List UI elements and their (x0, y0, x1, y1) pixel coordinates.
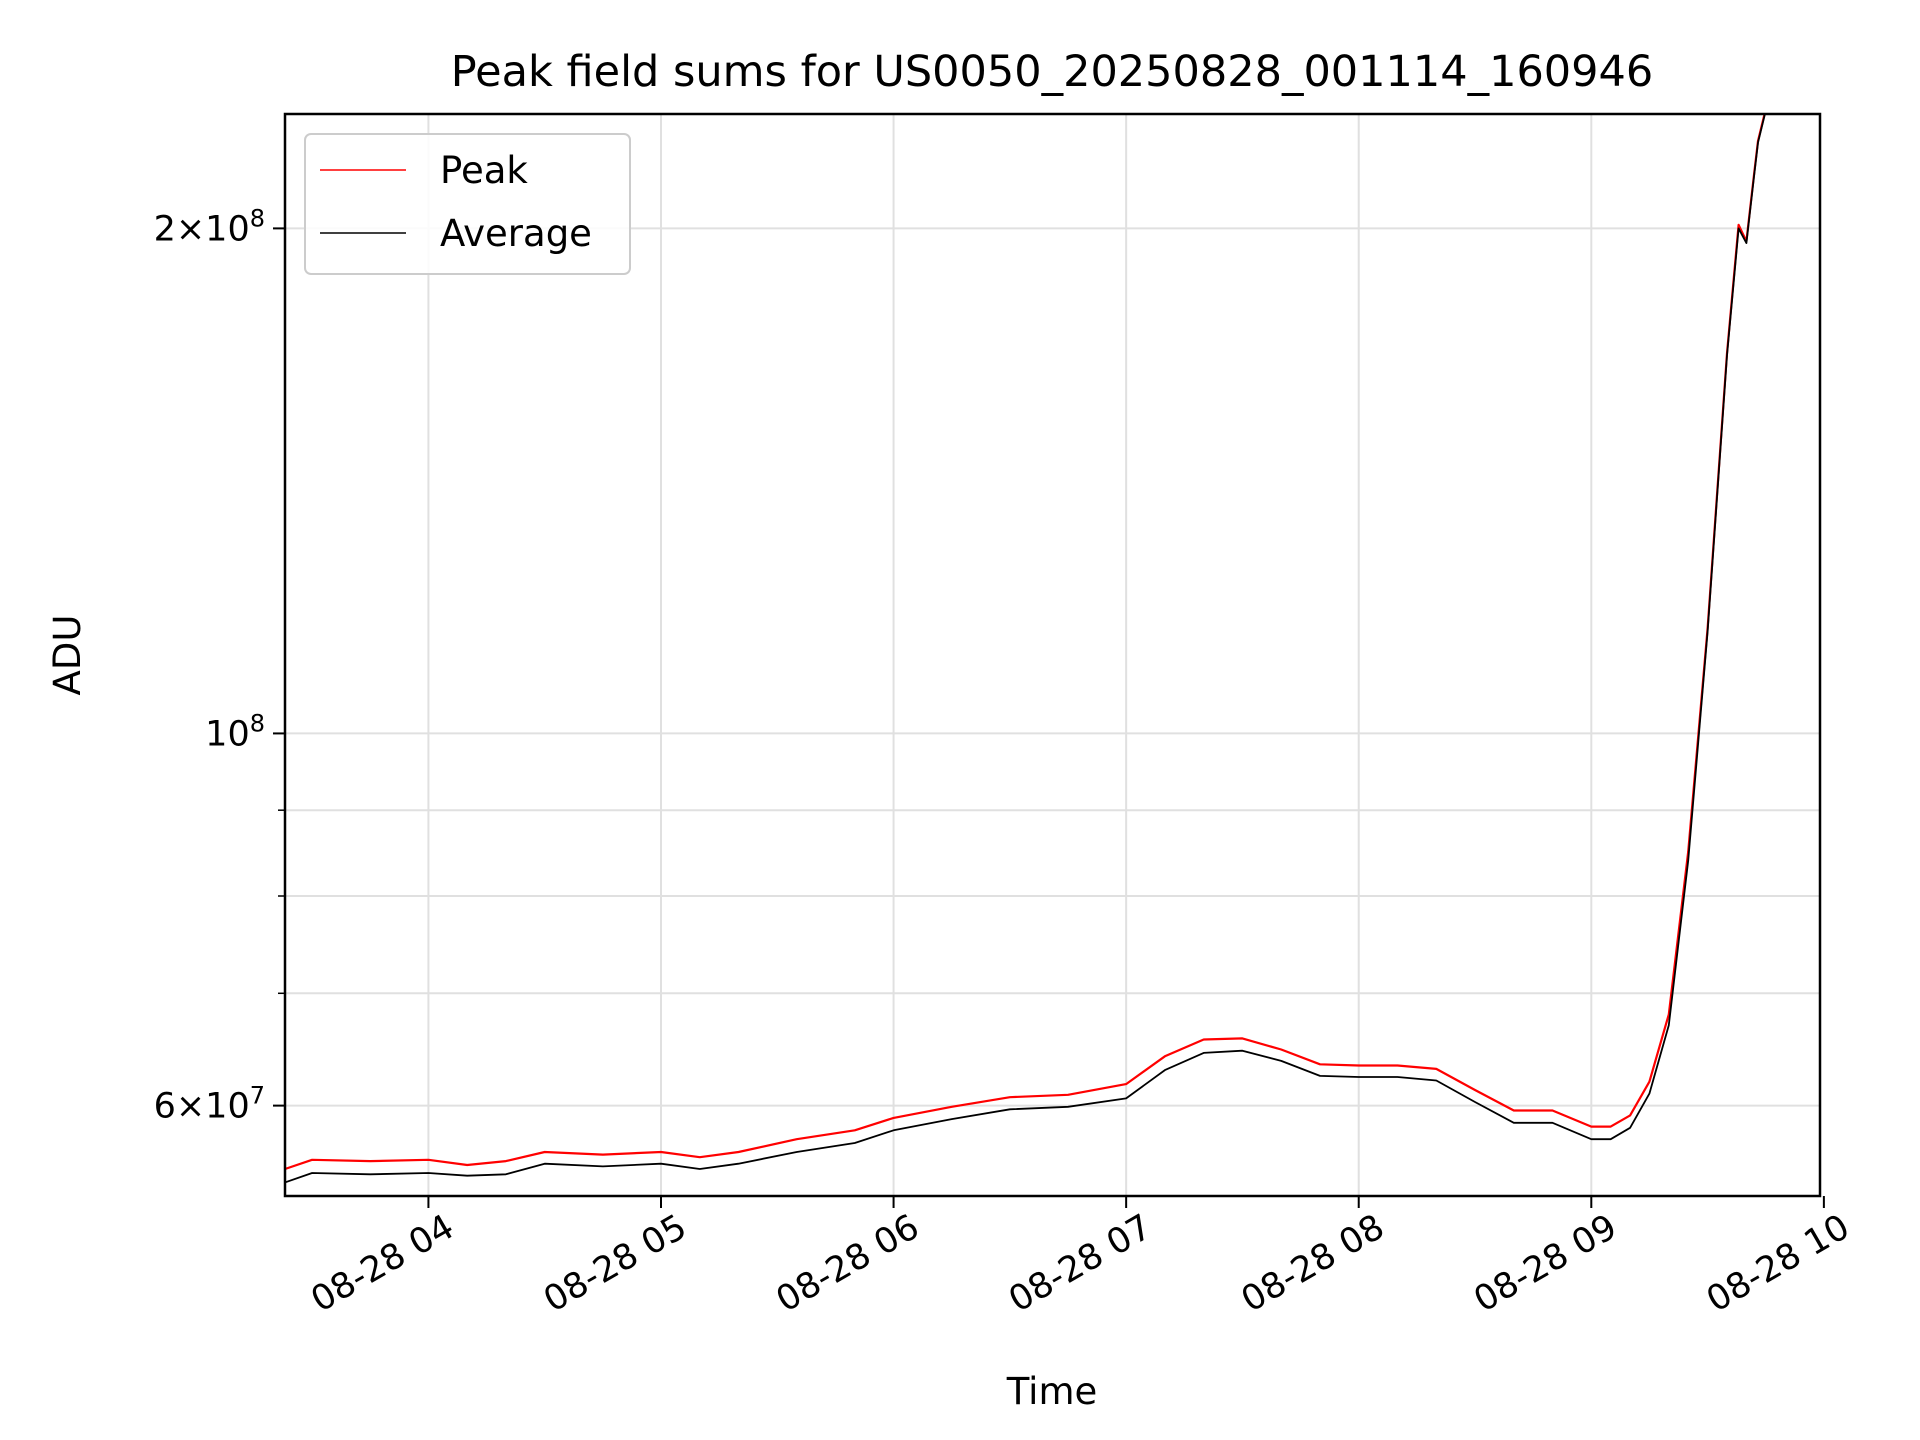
y-axis-label: ADU (46, 615, 89, 696)
series-line-average (285, 114, 1766, 1184)
legend-box (304, 133, 631, 275)
legend-average-label: Average (440, 212, 592, 255)
x-axis-label: Time (1006, 1370, 1098, 1413)
y-tick-label: 2×108 (154, 204, 265, 249)
legend-peak-label: Peak (440, 149, 528, 192)
plot-frame (283, 112, 1822, 1198)
series-layer (285, 114, 1766, 1184)
y-tick-label: 108 (205, 709, 265, 754)
legend: Peak Average (304, 133, 631, 275)
chart-title: Peak field sums for US0050_20250828_0011… (451, 47, 1654, 97)
y-tick-label: 6×107 (154, 1082, 265, 1127)
grid (285, 114, 1820, 1196)
